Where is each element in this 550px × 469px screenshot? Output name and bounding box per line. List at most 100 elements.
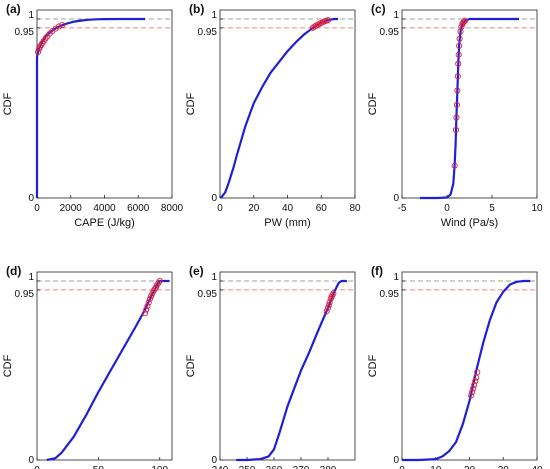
y-axis-title: CDF [367,92,379,115]
x-tick-label: 4000 [93,203,116,214]
y-tick-label: 0 [211,193,217,204]
data-point-marker [326,299,333,306]
x-tick-label: 8000 [161,203,184,214]
data-point-marker [156,277,163,285]
x-tick-label: 2000 [60,203,83,214]
data-point-marker [55,23,62,30]
x-tick-label: 270 [293,465,310,469]
y-tick-label: 0.95 [380,27,400,38]
y-tick-label: 0 [393,455,399,466]
data-point-marker [454,73,461,80]
y-tick-label: 0 [393,193,399,204]
data-point-marker [454,87,461,94]
data-point-marker [456,35,463,42]
data-point-marker [455,60,462,67]
y-tick-label: 0.95 [198,27,218,38]
y-tick-label: 1 [211,272,217,283]
x-tick-label: 80 [349,203,361,214]
y-tick-label: 1 [211,10,217,21]
data-point-marker [472,378,479,385]
data-point-marker [452,126,460,134]
x-tick-label: 40 [282,203,294,214]
data-point-marker [151,285,158,293]
x-axis-title: CAPE (J/kg) [74,217,135,229]
x-tick-label: 240 [212,465,229,469]
x-tick-label: 50 [93,465,105,469]
cdf-curve [402,279,531,462]
chart-panel-6: 01020304000.951(f)Tdiff (K)CDF [367,264,543,469]
data-point-marker [451,162,458,169]
y-tick-label: 0.95 [15,289,35,300]
data-point-marker [455,51,462,58]
data-point-marker [461,17,469,24]
x-tick-label: 60 [316,203,328,214]
x-tick-label: 0 [444,203,450,214]
chart-panel-4: 05010000.951(d)RH (%)CDF [2,264,173,469]
x-axis-title: PW (mm) [264,217,310,229]
data-point-marker [59,21,66,29]
y-axis-title: CDF [2,354,14,377]
axes-box [219,271,356,461]
chart-panel-5: 24025026027028000.951(e)Tavg (K)CDF [185,264,356,469]
data-point-marker [469,388,476,396]
panel-label: (b) [189,2,204,16]
cdf-curve [219,17,339,199]
x-tick-label: 40 [531,465,543,469]
x-axis-title: Wind (Pa/s) [441,217,498,229]
cdf-curve [236,279,347,462]
x-tick-label: 0 [399,465,405,469]
data-point-marker [143,306,150,313]
y-tick-label: 1 [28,10,34,21]
x-tick-label: 30 [498,465,510,469]
x-tick-label: 0 [34,465,40,469]
data-point-marker [145,299,152,306]
data-point-marker [468,392,475,399]
x-tick-label: 260 [266,465,283,469]
x-tick-label: -5 [398,203,407,214]
data-point-marker [324,304,332,311]
data-point-marker [471,381,478,388]
x-tick-label: 6000 [127,203,150,214]
x-tick-label: 0 [217,203,223,214]
cdf-curve [35,17,145,198]
panel-label: (f) [371,264,383,278]
panel-label: (c) [371,2,386,16]
y-tick-label: 1 [393,10,399,21]
axes-box [401,9,538,199]
y-tick-label: 0.95 [198,289,218,300]
cdf-curve [420,17,519,200]
axes-box [36,271,173,461]
axes-box [401,271,538,461]
chart-panel-1: 0 2000 4000 6000 8000 0 0.95 1 (a) CAPE (J/kg) CDF [2,2,184,229]
data-point-marker [456,42,463,49]
panel-label: (d) [6,264,21,278]
data-point-marker [141,310,149,317]
axes-box [219,9,356,199]
y-tick-label: 0 [28,455,34,466]
x-tick-label: 20 [464,465,476,469]
y-axis-title: CDF [185,354,197,377]
data-point-marker [324,17,332,24]
y-axis-title: CDF [367,354,379,377]
data-point-marker [144,302,151,310]
x-tick-label: 280 [320,465,337,469]
data-point-marker [155,279,162,286]
data-point-marker [453,114,460,121]
panel-label: (e) [189,264,204,278]
axes-box [36,9,173,199]
data-point-marker [323,308,330,315]
y-tick-label: 0 [211,455,217,466]
y-axis-title: CDF [185,92,197,115]
data-point-marker [457,28,464,35]
data-point-marker [453,101,460,108]
y-axis-title: CDF [2,92,14,115]
data-point-marker [34,49,42,56]
y-tick-label: 1 [28,272,34,283]
data-point-marker [330,290,337,297]
x-tick-label: 250 [239,465,256,469]
y-tick-label: 1 [393,272,399,283]
panel-label: (a) [6,2,21,16]
chart-panel-2: 0 20 40 60 80 0 0.95 1 (b) PW (mm) CDF [185,2,361,229]
